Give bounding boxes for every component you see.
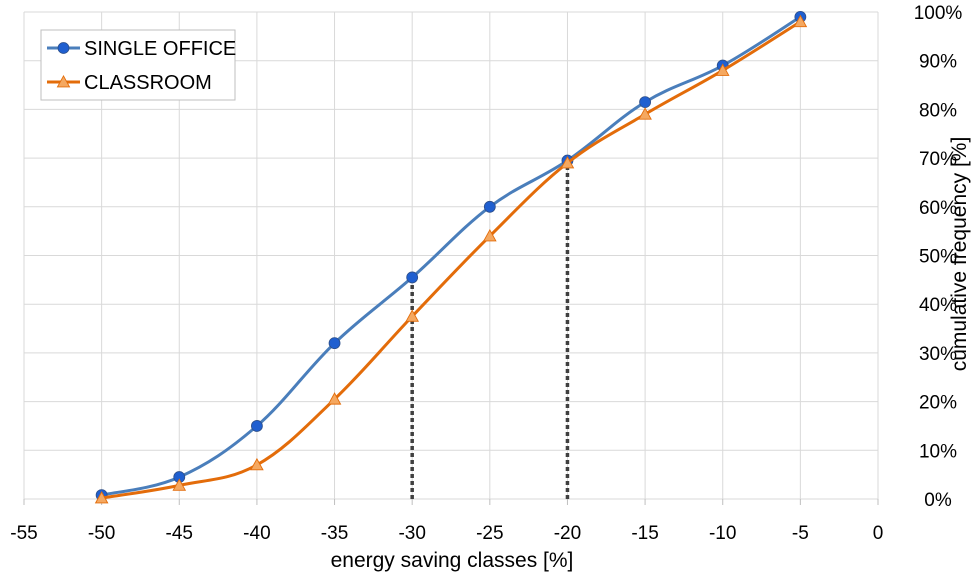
- legend-label: SINGLE OFFICE: [84, 38, 236, 60]
- data-point: [327, 392, 342, 405]
- x-tick-label: -5: [792, 523, 809, 544]
- data-point: [560, 155, 575, 169]
- x-tick-label: -50: [88, 523, 115, 544]
- data-point: [483, 200, 496, 213]
- data-point: [172, 478, 187, 491]
- chart-legend: SINGLE OFFICE CLASSROOM: [40, 29, 236, 101]
- data-point: [328, 337, 341, 350]
- y-tick-label: 80%: [919, 100, 957, 121]
- chart-series: [94, 10, 808, 504]
- y-tick-label: 0%: [924, 490, 952, 511]
- data-point: [94, 491, 109, 504]
- x-tick-label: -10: [709, 523, 736, 544]
- data-point: [715, 63, 730, 76]
- x-tick-label: -30: [398, 523, 425, 544]
- y-tick-label: 60%: [919, 198, 957, 219]
- x-tick-label: -40: [243, 523, 270, 544]
- y-tick-label: 10%: [919, 441, 957, 462]
- y-tick-label: 20%: [919, 393, 957, 414]
- legend-swatch-marker: [57, 42, 70, 54]
- x-tick-label: -35: [321, 523, 348, 544]
- y-tick-label: 30%: [919, 344, 957, 365]
- series-classroom: [94, 14, 808, 504]
- data-point: [251, 420, 263, 432]
- data-point: [250, 457, 264, 471]
- x-tick-label: -20: [554, 523, 581, 544]
- x-tick-label: -15: [631, 523, 658, 544]
- y-tick-label: 90%: [919, 52, 957, 73]
- data-point: [793, 14, 808, 28]
- legend-label: CLASSROOM: [84, 72, 212, 94]
- x-tick-label: -45: [166, 523, 193, 544]
- x-tick-label: 0: [873, 523, 884, 544]
- y-tick-label: 50%: [919, 247, 957, 268]
- data-point: [639, 96, 651, 108]
- legend-box: [40, 29, 236, 101]
- series-line: [101, 20, 802, 500]
- y-tick-label: 100%: [914, 3, 963, 24]
- legend-swatch-marker: [56, 75, 71, 88]
- x-axis-ticks: -55 -50 -45 -40 -35 -30 -25 -20 -15 -10 -5 0: [10, 499, 883, 544]
- data-point: [405, 309, 419, 322]
- y-axis-ticks: 0% 10% 20% 30% 40% 50% 60% 70% 80% 90% 100%: [914, 3, 963, 511]
- data-point: [483, 229, 497, 242]
- data-point: [406, 271, 419, 284]
- x-tick-label: -55: [10, 523, 37, 544]
- x-tick-label: -25: [476, 523, 503, 544]
- y-tick-label: 70%: [919, 149, 957, 170]
- y-tick-label: 40%: [919, 295, 957, 316]
- chart-grid: [23, 11, 879, 500]
- data-point: [638, 107, 652, 120]
- series-line: [101, 15, 802, 497]
- x-axis-title: energy saving classes [%]: [331, 549, 574, 572]
- y-axis-title: cumulative frequency [%]: [948, 137, 971, 372]
